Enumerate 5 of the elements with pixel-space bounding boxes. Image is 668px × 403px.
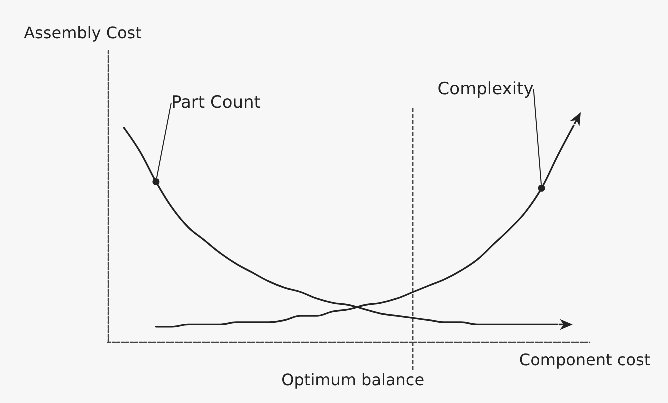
text: Assembly Cost <box>24 24 142 42</box>
text: Complexity <box>438 79 534 100</box>
text: Optimum balance <box>282 370 425 390</box>
x-axis-title: Component cost <box>519 350 651 370</box>
text: Part Count <box>171 92 262 113</box>
